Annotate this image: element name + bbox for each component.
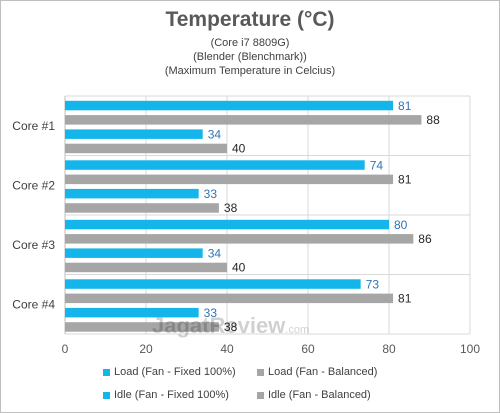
- chart-subtitle-benchmark: (Blender (Blenchmark)): [193, 51, 307, 63]
- legend-label-idle-fixed: Idle (Fan - Fixed 100%): [114, 389, 229, 401]
- category-label: Core #4: [12, 297, 55, 311]
- x-tick-label: 20: [139, 342, 153, 356]
- chart-subtitle-metric: (Maximum Temperature in Celcius): [164, 65, 336, 77]
- legend-swatch-idle-fixed: [103, 391, 110, 399]
- data-label: 34: [208, 127, 222, 141]
- x-tick-label: 40: [220, 342, 234, 356]
- legend-swatch-idle-balanced: [257, 391, 264, 399]
- bar: [65, 188, 199, 199]
- bar: [65, 293, 394, 304]
- data-label: 73: [366, 277, 380, 291]
- bar: [65, 307, 199, 318]
- bar: [65, 115, 422, 125]
- x-tick-label: 0: [62, 342, 69, 356]
- bar: [65, 203, 219, 213]
- x-tick-label: 60: [301, 342, 315, 356]
- bar: [65, 129, 203, 139]
- legend-item-idle-balanced: Idle (Fan - Balanced): [257, 389, 371, 401]
- bar: [65, 322, 219, 332]
- x-tick-label: 100: [460, 342, 480, 356]
- category-label: Core #1: [12, 119, 55, 133]
- legend-label-load-balanced: Load (Fan - Balanced): [268, 366, 378, 378]
- legend-label-load-fixed: Load (Fan - Fixed 100%): [114, 366, 236, 378]
- legend-item-load-balanced: Load (Fan - Balanced): [257, 366, 377, 378]
- bar: [65, 143, 227, 154]
- data-label: 81: [398, 292, 412, 306]
- chart-subtitle-processor: (Core i7 8809G): [210, 37, 290, 49]
- bar: [65, 100, 394, 111]
- data-label: 34: [208, 246, 222, 260]
- x-tick-label: 80: [382, 342, 396, 356]
- category-label: Core #3: [12, 238, 55, 252]
- data-label: 80: [394, 218, 408, 232]
- bar: [65, 279, 361, 289]
- bar: [65, 248, 203, 258]
- data-label: 33: [204, 306, 218, 320]
- data-label: 88: [426, 113, 440, 127]
- bar: [65, 160, 365, 170]
- bar: [65, 174, 394, 185]
- bar: [65, 234, 414, 244]
- data-label: 33: [204, 187, 218, 201]
- bar: [65, 219, 389, 230]
- category-label: Core #2: [12, 178, 55, 192]
- data-label: 74: [370, 158, 384, 172]
- watermark-logo: JagatReview.com: [152, 313, 310, 338]
- data-label: 40: [232, 261, 246, 275]
- data-label: 81: [398, 173, 412, 187]
- legend-label-idle-balanced: Idle (Fan - Balanced): [268, 389, 371, 401]
- chart-title: Temperature (°C): [165, 8, 335, 31]
- legend-item-idle-fixed: Idle (Fan - Fixed 100%): [103, 389, 229, 401]
- data-label: 38: [224, 320, 238, 334]
- data-label: 81: [398, 99, 412, 113]
- legend-swatch-load-balanced: [257, 368, 264, 376]
- data-label: 38: [224, 201, 238, 215]
- legend-item-load-fixed: Load (Fan - Fixed 100%): [103, 366, 236, 378]
- legend-swatch-load-fixed: [103, 368, 110, 376]
- data-label: 86: [418, 232, 432, 246]
- data-label: 40: [232, 142, 246, 156]
- bar: [65, 262, 227, 273]
